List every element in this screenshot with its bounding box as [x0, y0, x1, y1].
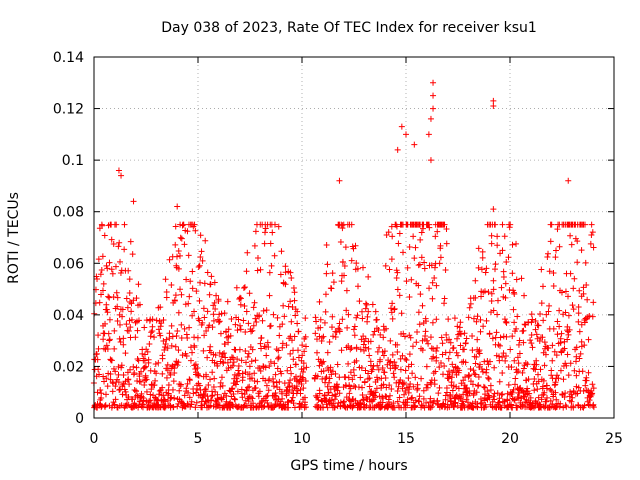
data-point [430, 92, 437, 99]
x-tick-label: 20 [501, 431, 519, 447]
plot-frame [93, 56, 615, 419]
y-tick-label: 0.1 [62, 153, 84, 169]
data-point [115, 167, 122, 174]
y-tick-label: 0 [75, 411, 84, 427]
x-tick-label: 10 [293, 431, 311, 447]
data-point-cloud [90, 221, 597, 411]
data-point [398, 123, 405, 130]
data-point [565, 177, 572, 184]
x-axis-ticks: 0 5 10 15 20 25 [90, 57, 623, 447]
data-point [490, 97, 497, 104]
data-point [118, 172, 125, 179]
data-point [427, 115, 434, 122]
x-axis-label: GPS time / hours [290, 458, 407, 474]
data-point [394, 146, 401, 153]
data-point [490, 102, 497, 109]
data-point [490, 206, 497, 213]
chart-title: Day 038 of 2023, Rate Of TEC Index for r… [161, 20, 537, 36]
x-tick-label: 25 [605, 431, 623, 447]
data-point [174, 203, 181, 210]
x-tick-label: 15 [397, 431, 415, 447]
x-tick-label: 0 [90, 431, 99, 447]
data-point [403, 131, 409, 138]
y-tick-label: 0.04 [53, 308, 84, 324]
y-tick-label: 0.02 [53, 359, 84, 375]
data-points [90, 79, 597, 411]
data-point [336, 177, 343, 184]
y-tick-label: 0.12 [53, 102, 84, 118]
data-point [411, 141, 418, 148]
x-tick-label: 5 [194, 431, 203, 447]
y-axis-ticks: 0 0.02 0.04 0.06 0.08 0.1 0.12 0.14 [53, 50, 614, 427]
data-point [425, 131, 432, 138]
data-point [430, 79, 437, 86]
y-axis-label: ROTI / TECUs [6, 192, 22, 284]
y-tick-label: 0.14 [53, 50, 84, 66]
data-point [430, 105, 437, 112]
data-point [130, 198, 137, 205]
y-tick-label: 0.08 [53, 205, 84, 221]
data-point [427, 157, 434, 164]
y-tick-label: 0.06 [53, 256, 84, 272]
